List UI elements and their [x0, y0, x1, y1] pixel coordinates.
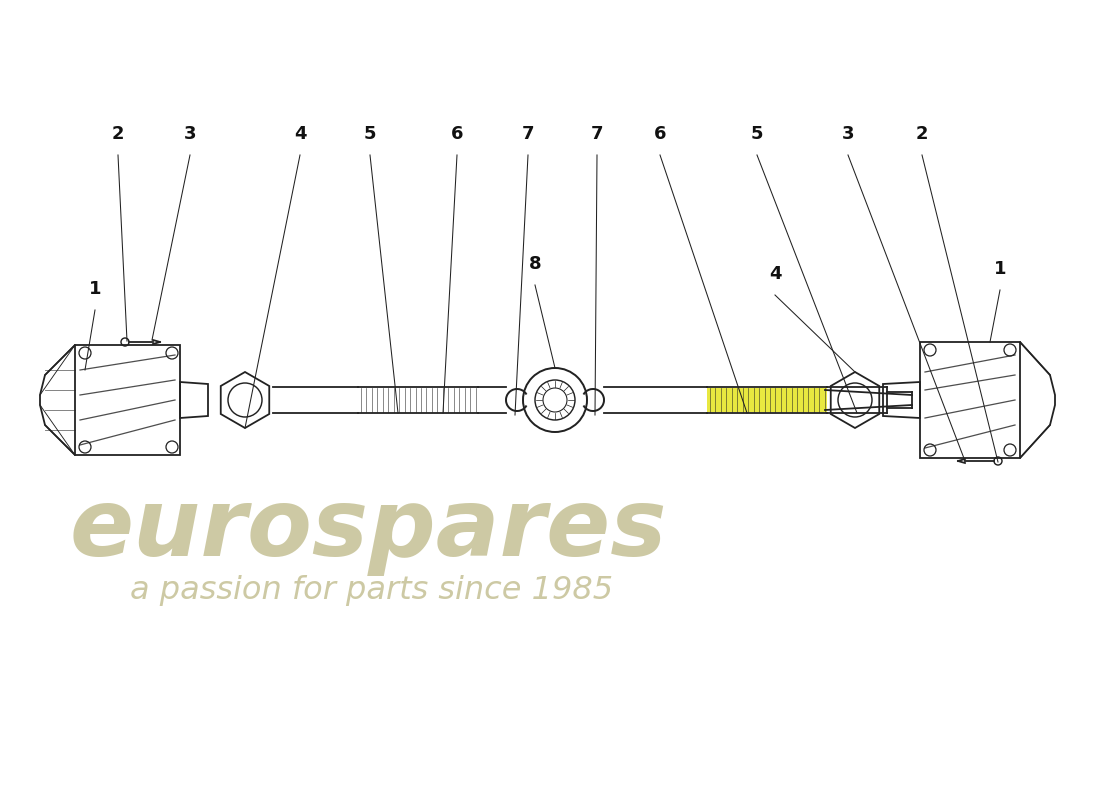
- Text: 4: 4: [769, 265, 781, 283]
- Text: 7: 7: [591, 125, 603, 143]
- Text: 6: 6: [451, 125, 463, 143]
- Text: 2: 2: [112, 125, 124, 143]
- Text: 3: 3: [842, 125, 855, 143]
- Text: 2: 2: [915, 125, 928, 143]
- Bar: [707, 388, 827, 412]
- Text: 7: 7: [521, 125, 535, 143]
- Text: 8: 8: [529, 255, 541, 273]
- Text: 5: 5: [750, 125, 763, 143]
- Text: a passion for parts since 1985: a passion for parts since 1985: [130, 574, 613, 606]
- Text: 1: 1: [993, 260, 1007, 278]
- Text: 5: 5: [364, 125, 376, 143]
- Text: 6: 6: [653, 125, 667, 143]
- Text: 4: 4: [294, 125, 306, 143]
- Text: eurospares: eurospares: [70, 484, 668, 576]
- Text: 1: 1: [89, 280, 101, 298]
- Text: 3: 3: [184, 125, 196, 143]
